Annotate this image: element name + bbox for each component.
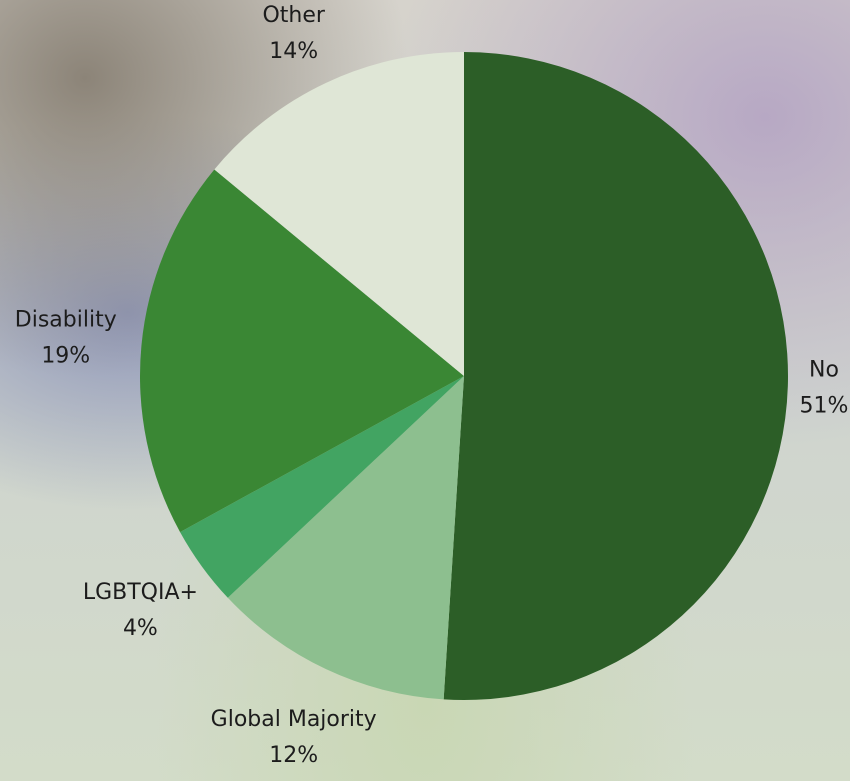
slice-value-label: 51%	[800, 394, 849, 419]
page: No 51% Global Majority 12% LGBTQIA+ 4% Disabil…	[0, 0, 850, 781]
slice-label: Global Majority	[211, 707, 377, 732]
slice-label: LGBTQIA+	[83, 580, 198, 605]
slice-value-label: 12%	[269, 743, 318, 768]
slice-label: Other	[262, 3, 325, 28]
slice-value-label: 19%	[41, 343, 90, 368]
chart: No 51% Global Majority 12% LGBTQIA+ 4% Disabil…	[0, 0, 850, 781]
slice-label: Disability	[15, 307, 117, 332]
slice-value-label: 4%	[123, 616, 158, 641]
slice-value-label: 14%	[269, 39, 318, 64]
slice-label: No	[809, 358, 839, 383]
pie-slice	[444, 52, 788, 700]
